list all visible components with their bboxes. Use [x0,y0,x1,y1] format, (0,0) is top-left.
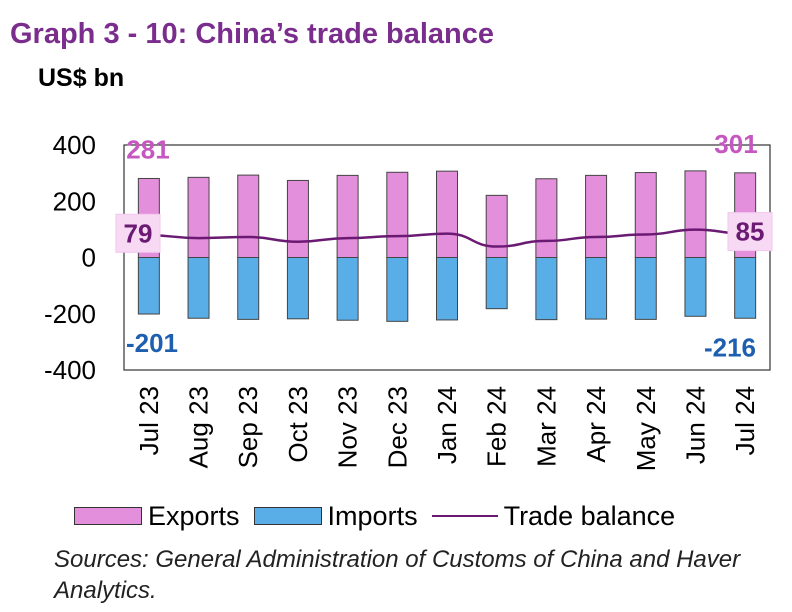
bar-imports-dec-23 [386,257,409,322]
legend-swatch-imports [253,507,322,525]
bar-imports-jul-23 [137,257,160,315]
line-trade-balance [148,228,746,248]
data-label-trade-balance-jul-24: 85 [736,217,765,247]
data-label-box-trade-balance-jul-23 [115,213,161,253]
bar-imports-may-24 [634,257,657,320]
bar-exports-aug-23 [187,176,210,258]
bar-imports-sep-23 [237,257,260,320]
x-tick-label-may-24: May 24 [631,386,661,471]
bar-exports-nov-23 [336,174,359,258]
legend-item-trade-balance: Trade balance [431,500,676,532]
bar-imports-apr-24 [585,257,608,320]
y-tick-label-0: 0 [82,243,96,273]
bar-exports-feb-24 [485,194,508,258]
bar-imports-jan-24 [436,257,458,321]
x-tick-label-jul-24: Jul 24 [730,386,760,455]
x-tick-label-oct-23: Oct 23 [283,386,313,463]
plot-frame [123,144,771,371]
bar-imports-mar-24 [535,257,558,321]
x-tick-label-aug-23: Aug 23 [184,386,214,468]
source-note: Sources: General Administration of Custo… [54,546,741,604]
legend-swatch-exports [74,507,142,525]
bar-exports-jan-24 [436,170,458,258]
bar-imports-aug-23 [187,257,210,319]
x-tick-label-sep-23: Sep 23 [233,386,263,468]
legend-label-trade-balance: Trade balance [503,500,676,531]
y-tick-label-200: 200 [53,186,96,216]
bar-exports-mar-24 [535,178,558,258]
bar-exports-dec-23 [386,171,409,258]
x-tick-label-jan-24: Jan 24 [432,386,462,464]
unit-label: US$ bn [38,64,125,92]
bar-exports-oct-23 [286,179,309,258]
data-label-imports-jul-23: -201 [126,328,178,358]
bar-imports-jun-24 [684,257,707,317]
bar-exports-apr-24 [585,174,608,258]
bar-imports-feb-24 [485,257,508,310]
legend-item-exports: Exports [74,501,240,532]
y-tick-label--200: -200 [44,299,96,329]
data-label-imports-jul-24: -216 [704,332,756,362]
chart-title: Graph 3 - 10: China’s trade balance [10,18,495,50]
x-tick-label-dec-23: Dec 23 [382,386,412,468]
x-tick-label-mar-24: Mar 24 [531,386,561,467]
x-tick-label-jul-23: Jul 23 [134,386,164,455]
legend-label-exports: Exports [148,500,240,531]
legend-item-imports: Imports [253,500,418,532]
y-tick-label-400: 400 [53,130,96,160]
data-label-exports-jul-23: 281 [126,134,169,164]
chart-legend: Exports Imports Trade balance [74,498,689,534]
x-tick-label-jun-24: Jun 24 [680,386,710,464]
y-tick-label--400: -400 [44,355,96,385]
bar-exports-sep-23 [237,174,260,258]
chart-plot: 400 200 0 -200 -400 281 301 79 85 -201 -216 Jul 23 A… [44,129,773,471]
legend-swatch-trade-balance [431,515,498,517]
x-tick-label-feb-24: Feb 24 [482,386,512,467]
bar-imports-oct-23 [286,257,309,320]
bar-imports-jul-24 [734,257,757,319]
data-label-exports-jul-24: 301 [714,129,757,159]
bar-exports-jun-24 [684,170,707,258]
x-tick-label-apr-24: Apr 24 [581,386,611,463]
bar-imports-nov-23 [336,257,359,321]
data-label-trade-balance-jul-23: 79 [124,218,153,248]
x-tick-label-nov-23: Nov 23 [333,386,363,468]
bar-exports-may-24 [634,172,657,258]
data-label-box-trade-balance-jul-24 [727,212,773,252]
legend-label-imports: Imports [327,500,418,531]
